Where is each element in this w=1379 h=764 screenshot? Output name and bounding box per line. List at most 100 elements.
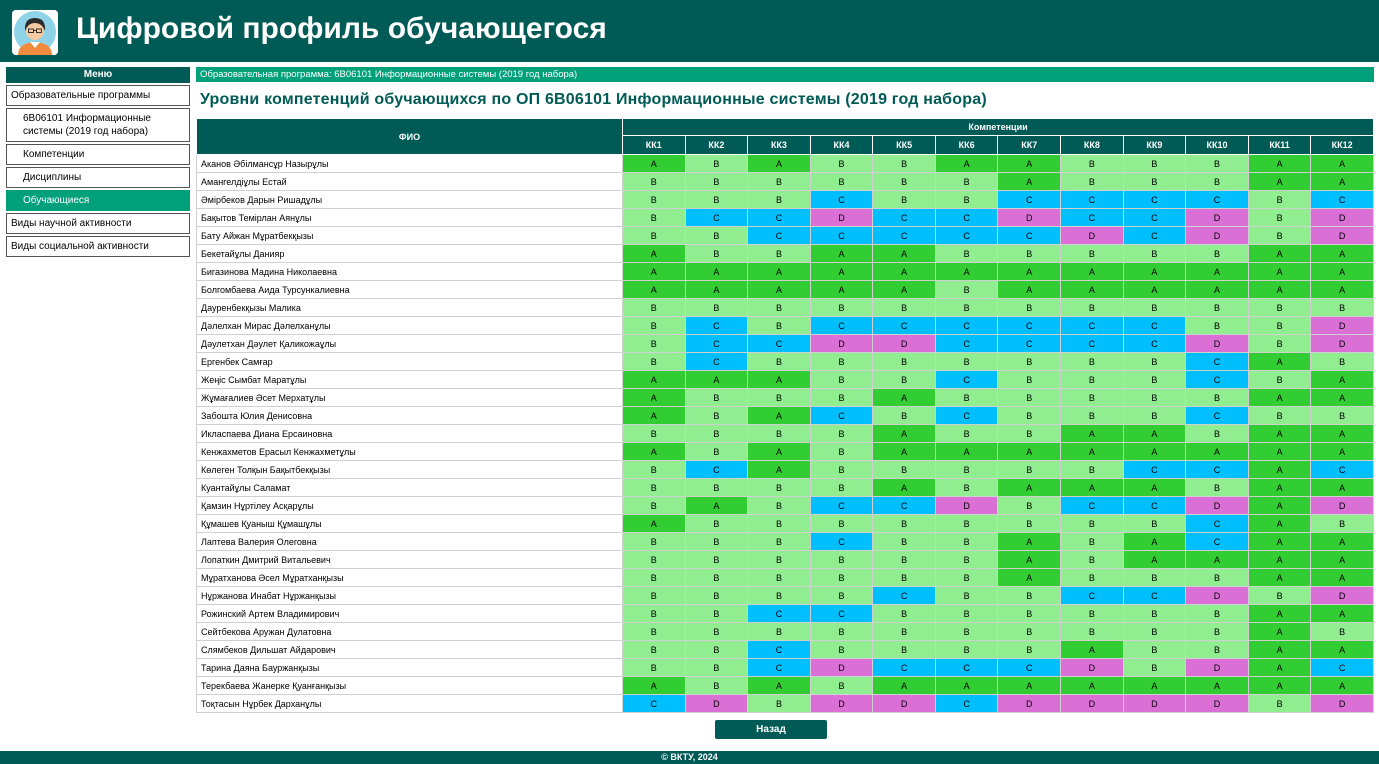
competency-level-cell: A [809, 280, 874, 299]
competency-level-cell: A [622, 388, 686, 407]
competency-level-cell: A [747, 406, 811, 425]
competency-level-cell: B [622, 640, 686, 659]
competency-level-cell: B [872, 352, 936, 371]
competency-level-cell: A [1247, 172, 1312, 191]
competency-level-cell: B [997, 352, 1062, 371]
sidebar-item-social-activity[interactable]: Виды социальной активности [6, 236, 190, 257]
competency-level-cell: B [1185, 316, 1249, 335]
competency-level-cell: B [684, 550, 749, 569]
competency-level-cell: D [1185, 694, 1249, 713]
footer-copyright: © ВКТУ, 2024 [0, 751, 1379, 764]
competency-level-cell: B [622, 604, 686, 623]
competency-level-cell: C [934, 694, 999, 713]
table-row: Ергенбек Самғар B C B B B B B B B C A B [196, 352, 1374, 371]
competency-level-cell: B [747, 172, 811, 191]
table-row: Бақытов Темірлан Аянұлы B C C D C C D C C D B D [196, 208, 1374, 227]
competency-level-cell: B [934, 352, 999, 371]
competency-level-cell: B [622, 496, 686, 515]
competency-level-cell: A [1060, 478, 1124, 497]
competency-level-cell: A [1122, 280, 1187, 299]
back-button[interactable]: Назад [715, 720, 827, 739]
competency-level-cell: B [684, 568, 749, 587]
competency-level-cell: A [1310, 478, 1374, 497]
menu-header: Меню [6, 67, 190, 83]
competency-level-cell: B [1122, 658, 1187, 677]
competency-level-cell: B [934, 640, 999, 659]
competency-level-cell: B [684, 586, 749, 605]
competency-level-cell: A [997, 676, 1062, 695]
competency-level-cell: B [622, 298, 686, 317]
competency-level-cell: B [747, 586, 811, 605]
sidebar-item-disciplines[interactable]: Дисциплины [6, 167, 190, 188]
competency-level-cell: B [872, 460, 936, 479]
competency-level-cell: C [747, 208, 811, 227]
competency-header-9: КК9 [1122, 135, 1187, 155]
competency-level-cell: D [809, 208, 874, 227]
competency-level-cell: B [934, 514, 999, 533]
competency-level-cell: B [934, 244, 999, 263]
competency-level-cell: D [872, 334, 936, 353]
competency-level-cell: A [1122, 478, 1187, 497]
competency-level-cell: C [747, 640, 811, 659]
competency-header-12: КК12 [1310, 135, 1374, 155]
competency-level-cell: A [997, 568, 1062, 587]
student-name: Бекетайұлы Данияр [196, 244, 623, 263]
competency-level-cell: C [1122, 496, 1187, 515]
competency-level-cell: B [1185, 640, 1249, 659]
competency-level-cell: C [747, 604, 811, 623]
competency-level-cell: C [809, 532, 874, 551]
competency-level-cell: A [809, 262, 874, 281]
competency-level-cell: B [1122, 640, 1187, 659]
competency-level-cell: B [622, 424, 686, 443]
competency-level-cell: B [747, 550, 811, 569]
competency-level-cell: B [684, 226, 749, 245]
competency-level-cell: D [1185, 496, 1249, 515]
competency-level-cell: B [1060, 622, 1124, 641]
student-name: Слямбеков Дильшат Айдарович [196, 640, 623, 659]
competency-level-cell: A [1247, 676, 1312, 695]
competency-level-cell: D [1310, 316, 1374, 335]
competency-header-8: КК8 [1060, 135, 1124, 155]
competency-header-7: КК7 [997, 135, 1062, 155]
sidebar-item-scientific-activity[interactable]: Виды научной активности [6, 213, 190, 234]
student-avatar-icon [12, 10, 58, 55]
competency-level-cell: B [872, 550, 936, 569]
competency-level-cell: B [872, 622, 936, 641]
competency-level-cell: B [1185, 424, 1249, 443]
sidebar-item-programs[interactable]: Образовательные программы [6, 85, 190, 106]
competency-level-cell: A [747, 370, 811, 389]
student-name: Жеңіс Сымбат Маратұлы [196, 370, 623, 389]
competency-level-cell: B [622, 532, 686, 551]
table-row: Бигазинова Мадина Николаевна A A A A A A A A A A A A [196, 262, 1374, 281]
competency-level-cell: B [622, 208, 686, 227]
competency-level-cell: A [1310, 676, 1374, 695]
student-name: Бату Айжан Мұратбекқызы [196, 226, 623, 245]
competency-level-cell: B [684, 172, 749, 191]
competency-level-cell: B [872, 532, 936, 551]
competency-level-cell: A [1122, 442, 1187, 461]
sidebar-item-students[interactable]: Обучающиеся [6, 190, 190, 211]
competency-level-cell: B [1060, 298, 1124, 317]
competency-level-cell: C [1122, 586, 1187, 605]
student-name: Икласпаева Диана Ерсаиновна [196, 424, 623, 443]
competency-level-cell: B [934, 550, 999, 569]
competency-level-cell: A [872, 244, 936, 263]
sidebar-item-program-6b06101[interactable]: 6В06101 Информационные системы (2019 год… [6, 108, 190, 142]
competency-level-cell: C [1185, 190, 1249, 209]
competency-level-cell: B [997, 622, 1062, 641]
competency-header-5: КК5 [872, 135, 936, 155]
competency-level-cell: B [747, 532, 811, 551]
competency-level-cell: B [1122, 604, 1187, 623]
competency-level-cell: A [1060, 640, 1124, 659]
competency-level-cell: B [809, 622, 874, 641]
student-name: Мұратханова Әсел Мұратханқызы [196, 568, 623, 587]
competency-level-cell: C [1185, 370, 1249, 389]
competency-level-cell: A [1122, 550, 1187, 569]
competency-level-cell: A [997, 280, 1062, 299]
competency-level-cell: B [622, 460, 686, 479]
competency-level-cell: D [684, 694, 749, 713]
sidebar-item-competencies[interactable]: Компетенции [6, 144, 190, 165]
competency-level-cell: C [997, 190, 1062, 209]
competency-level-cell: A [622, 514, 686, 533]
table-row: Жұмағалиев Әсет Мерхатұлы A B B B A B B B B B A A [196, 388, 1374, 407]
